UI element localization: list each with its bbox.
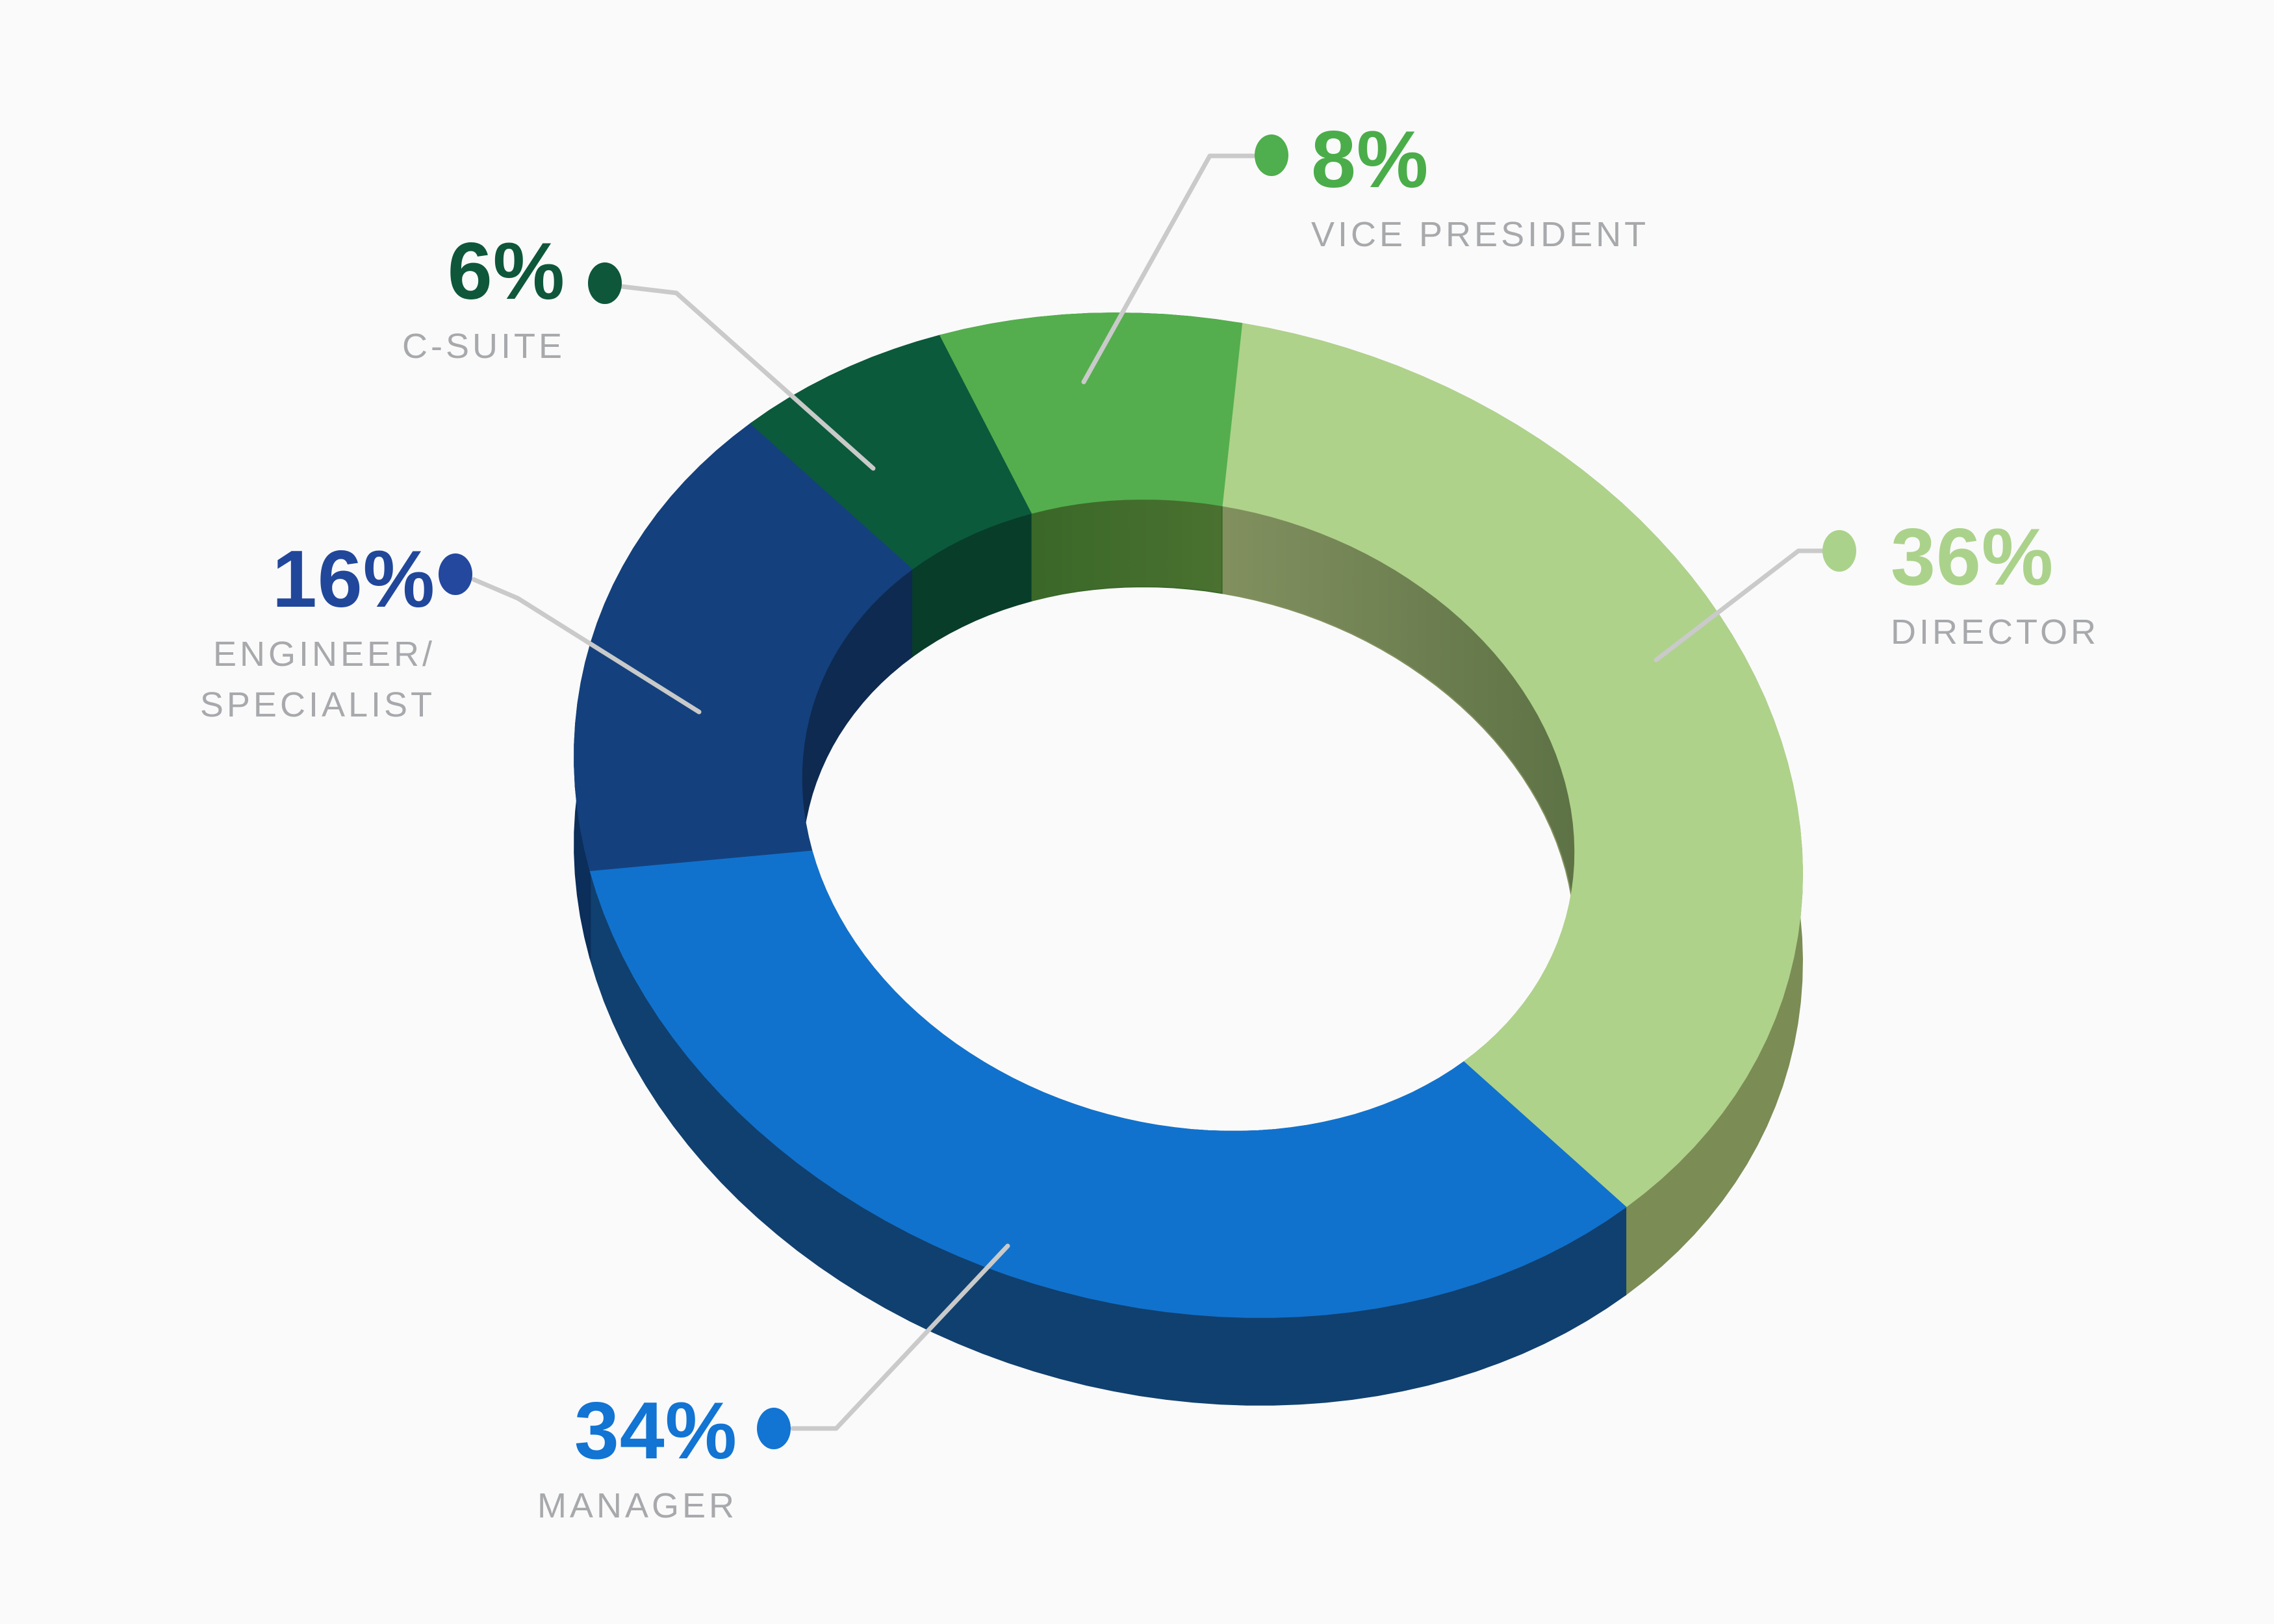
leader-dot-director xyxy=(1822,530,1856,572)
leader-line-director xyxy=(1654,548,1824,663)
donut-top-faces xyxy=(574,312,1804,1318)
slice-inner-wall-vice-president xyxy=(1031,498,1223,602)
slice-face-director xyxy=(1221,322,1804,1208)
callout-leader-lines xyxy=(439,134,1856,1449)
leader-dot-vice-president xyxy=(1255,134,1288,176)
leader-line-c-suite xyxy=(619,284,876,471)
slice-face-manager xyxy=(589,849,1627,1318)
leader-line-manager xyxy=(790,1243,1010,1431)
leader-dot-c-suite xyxy=(588,262,622,304)
leader-dot-manager xyxy=(757,1408,791,1449)
slice-face-vice-president xyxy=(939,312,1243,514)
leader-line-vice-president xyxy=(1081,153,1256,385)
leader-dot-engineer-specialist xyxy=(439,553,472,595)
leader-line-engineer-specialist xyxy=(471,577,702,715)
